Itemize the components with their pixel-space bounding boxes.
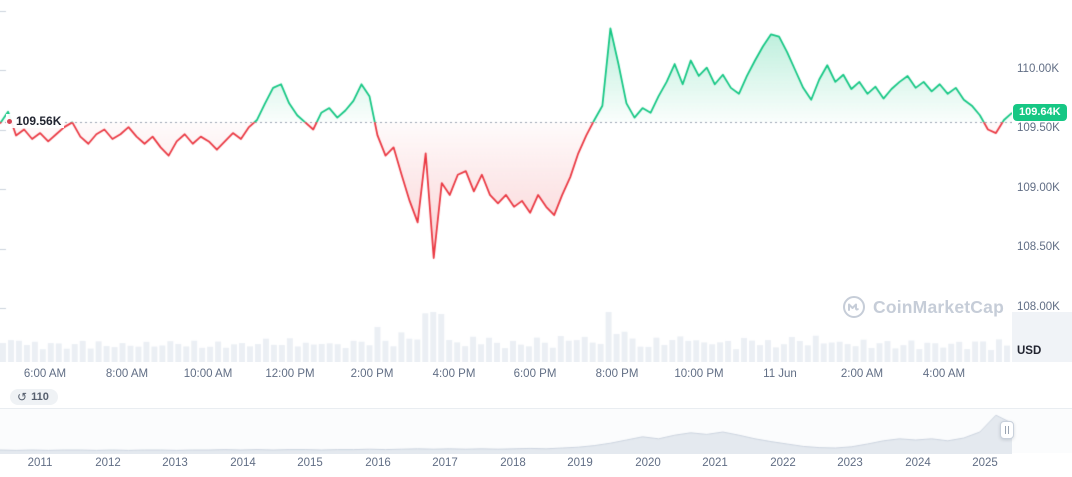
range-navigator[interactable] [0, 408, 1072, 454]
watermark-text: CoinMarketCap [873, 296, 1004, 317]
year-tick-2015: 2015 [297, 457, 323, 469]
year-tick-2025: 2025 [972, 457, 998, 469]
year-tick-2023: 2023 [837, 457, 863, 469]
time-tick-2pm: 2:00 PM [350, 368, 394, 380]
time-tick-8pm: 8:00 PM [595, 368, 639, 380]
time-tick-2am: 2:00 AM [840, 368, 884, 380]
price-chart-canvas[interactable] [0, 0, 1012, 362]
price-tick-108-50k: 108.50K [1017, 241, 1060, 253]
time-tick-4pm: 4:00 PM [432, 368, 476, 380]
baseline-price-label: 109.56K [6, 114, 65, 128]
year-tick-2016: 2016 [365, 457, 391, 469]
history-badge-count: 110 [31, 391, 49, 403]
year-tick-2012: 2012 [95, 457, 121, 469]
axis-volume-background [1012, 312, 1072, 362]
price-tick-109-50k: 109.50K [1017, 122, 1060, 134]
baseline-dot-icon [7, 118, 12, 124]
navigator-chart-canvas[interactable] [0, 410, 1012, 454]
time-tick-12pm: 12:00 PM [265, 368, 315, 380]
current-price-badge: 109.64K [1013, 104, 1067, 121]
currency-unit-label: USD [1017, 345, 1042, 357]
year-tick-2014: 2014 [230, 457, 256, 469]
price-tick-109-00k: 109.00K [1017, 182, 1060, 194]
time-tick-8am: 8:00 AM [105, 368, 149, 380]
year-tick-2018: 2018 [500, 457, 526, 469]
time-tick-6am: 6:00 AM [23, 368, 67, 380]
price-tick-110-00k: 110.00K [1017, 63, 1059, 75]
year-tick-2017: 2017 [432, 457, 458, 469]
year-tick-2011: 2011 [27, 457, 53, 469]
year-tick-2020: 2020 [635, 457, 661, 469]
baseline-price-value: 109.56K [16, 114, 62, 128]
time-tick-4am: 4:00 AM [922, 368, 966, 380]
time-tick-6pm: 6:00 PM [513, 368, 557, 380]
handle-grip-bar [1005, 426, 1006, 434]
year-tick-2022: 2022 [770, 457, 796, 469]
handle-grip-bar [1008, 426, 1009, 434]
coinmarketcap-logo-icon [842, 295, 866, 319]
price-tick-108-00k: 108.00K [1017, 301, 1060, 313]
year-tick-2013: 2013 [162, 457, 188, 469]
year-tick-2021: 2021 [702, 457, 728, 469]
time-tick-11jun: 11 Jun [763, 368, 797, 380]
year-tick-2024: 2024 [905, 457, 931, 469]
year-tick-2019: 2019 [567, 457, 593, 469]
time-tick-10am: 10:00 AM [183, 368, 233, 380]
time-tick-10pm: 10:00 PM [674, 368, 724, 380]
history-clock-icon: ↺ [17, 390, 28, 404]
navigator-handle[interactable] [1000, 421, 1014, 439]
history-badge[interactable]: ↺ 110 [10, 389, 58, 405]
watermark: CoinMarketCap [842, 295, 1004, 319]
